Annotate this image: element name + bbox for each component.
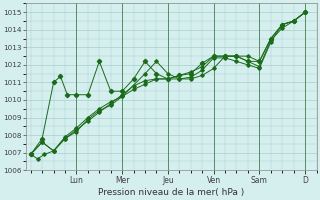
X-axis label: Pression niveau de la mer( hPa ): Pression niveau de la mer( hPa ) [98, 188, 244, 197]
